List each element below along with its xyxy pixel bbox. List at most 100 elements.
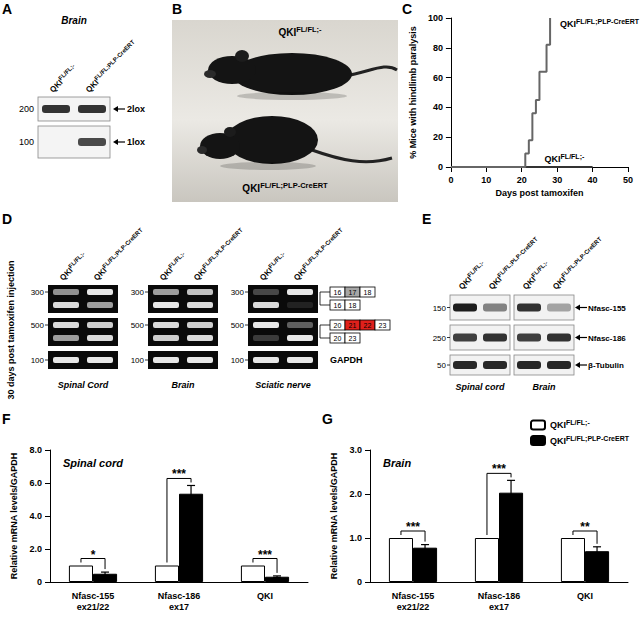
svg-text:Spinal Cord: Spinal Cord	[58, 380, 109, 390]
svg-text:22: 22	[364, 322, 372, 329]
svg-text:2lox: 2lox	[127, 104, 145, 114]
svg-text:30: 30	[552, 175, 562, 185]
svg-text:Spinal cord: Spinal cord	[455, 382, 505, 392]
svg-text:20: 20	[334, 322, 342, 329]
svg-text:B: B	[172, 1, 182, 17]
svg-text:Spinal cord: Spinal cord	[63, 457, 123, 469]
svg-text:16: 16	[334, 289, 342, 296]
svg-text:0: 0	[37, 577, 42, 587]
svg-text:ex21/22: ex21/22	[77, 602, 110, 612]
svg-text:*: *	[91, 548, 96, 562]
svg-text:QKIFL/FL;PLP-CreERT: QKIFL/FL;PLP-CreERT	[83, 39, 139, 95]
svg-text:Nfasc-155: Nfasc-155	[588, 304, 626, 313]
svg-text:GAPDH: GAPDH	[330, 355, 363, 365]
svg-text:QKIFL/FL;-: QKIFL/FL;-	[57, 251, 89, 283]
svg-text:23: 23	[349, 335, 357, 342]
svg-text:4.0: 4.0	[29, 511, 42, 521]
svg-text:Relative mRNA levels/GAPDH: Relative mRNA levels/GAPDH	[329, 453, 339, 580]
svg-text:QKIFL/FL;-: QKIFL/FL;-	[520, 260, 552, 292]
svg-text:QKIFL/FL;PLP-CreERT: QKIFL/FL;PLP-CreERT	[550, 236, 606, 292]
svg-text:A: A	[2, 1, 12, 17]
svg-text:10: 10	[481, 175, 491, 185]
svg-text:8.0: 8.0	[29, 445, 42, 455]
svg-text:50: 50	[623, 175, 633, 185]
svg-text:QKIFL/FL;-: QKIFL/FL;-	[47, 63, 79, 95]
svg-text:100: 100	[19, 137, 34, 147]
svg-text:150: 150	[433, 304, 447, 313]
svg-text:2.0: 2.0	[29, 544, 42, 554]
svg-text:0: 0	[438, 162, 443, 172]
svg-text:FL/FL;PLP-CreERT: FL/FL;PLP-CreERT	[576, 18, 640, 26]
svg-text:20: 20	[334, 335, 342, 342]
svg-text:Brain: Brain	[383, 457, 411, 469]
svg-text:6.0: 6.0	[29, 478, 42, 488]
svg-text:Nfasc-186: Nfasc-186	[478, 591, 521, 601]
svg-text:QKI: QKI	[545, 154, 561, 164]
svg-text:**: **	[580, 520, 590, 534]
svg-text:QKIFL/FL;PLP-CreERT: QKIFL/FL;PLP-CreERT	[191, 227, 247, 283]
svg-text:18: 18	[349, 302, 357, 309]
svg-text:QKIFL/FL;-: QKIFL/FL;-	[157, 251, 189, 283]
svg-text:50: 50	[437, 361, 446, 370]
svg-text:100: 100	[428, 13, 443, 23]
svg-text:QKI: QKI	[577, 591, 593, 601]
svg-text:500: 500	[231, 321, 245, 330]
svg-text:ex17: ex17	[489, 602, 509, 612]
svg-text:20: 20	[517, 175, 527, 185]
svg-text:Relative mRNA levels/GAPDH: Relative mRNA levels/GAPDH	[9, 453, 19, 580]
svg-text:***: ***	[406, 520, 420, 534]
svg-text:1lox: 1lox	[127, 137, 145, 147]
svg-text:0: 0	[357, 577, 362, 587]
svg-text:QKIFL/FL;PLP-CreERT: QKIFL/FL;PLP-CreERT	[291, 227, 347, 283]
svg-text:QKIFL/FL;PLP-CreERT: QKIFL/FL;PLP-CreERT	[91, 227, 147, 283]
svg-text:Sciatic nerve: Sciatic nerve	[255, 380, 311, 390]
svg-text:FL/FL;PLP-CreERT: FL/FL;PLP-CreERT	[566, 435, 630, 443]
svg-text:QKI: QKI	[560, 19, 576, 29]
svg-text:60: 60	[433, 73, 443, 83]
svg-text:3.0: 3.0	[349, 445, 362, 455]
svg-text:QKIFL/FL;PLP-CreERT: QKIFL/FL;PLP-CreERT	[486, 236, 542, 292]
svg-text:300: 300	[31, 288, 45, 297]
svg-text:17: 17	[349, 289, 357, 296]
svg-text:Nfasc-155: Nfasc-155	[392, 591, 435, 601]
svg-text:***: ***	[492, 462, 506, 476]
svg-text:300: 300	[131, 288, 145, 297]
svg-text:Nfasc-186: Nfasc-186	[158, 591, 201, 601]
svg-text:Brain: Brain	[532, 382, 556, 392]
svg-text:QKIFL/FL;-: QKIFL/FL;-	[456, 260, 488, 292]
svg-text:300: 300	[231, 288, 245, 297]
svg-text:Nfasc-155: Nfasc-155	[72, 591, 115, 601]
svg-text:100: 100	[231, 356, 245, 365]
svg-text:E: E	[422, 211, 431, 227]
svg-text:250: 250	[433, 334, 447, 343]
svg-text:1.0: 1.0	[349, 533, 362, 543]
svg-text:***: ***	[258, 548, 272, 562]
svg-text:QKI: QKI	[550, 420, 566, 430]
svg-text:30 days post tamoxifen injecti: 30 days post tamoxifen injection	[6, 260, 16, 399]
svg-text:80: 80	[433, 43, 443, 53]
svg-text:40: 40	[433, 102, 443, 112]
svg-text:QKIFL/FL;PLP-CreERT: QKIFL/FL;PLP-CreERT	[242, 181, 328, 194]
svg-text:0: 0	[448, 175, 453, 185]
svg-text:18: 18	[364, 289, 372, 296]
svg-text:F: F	[2, 411, 11, 427]
svg-text:% Mice with hindlimb paralysis: % Mice with hindlimb paralysis	[408, 26, 418, 159]
svg-text:100: 100	[131, 356, 145, 365]
svg-text:FL/FL;-: FL/FL;-	[561, 153, 585, 161]
svg-text:Nfasc-186: Nfasc-186	[588, 334, 626, 343]
svg-text:D: D	[2, 211, 12, 227]
svg-text:16: 16	[334, 302, 342, 309]
svg-text:FL/FL;-: FL/FL;-	[566, 419, 590, 427]
svg-text:500: 500	[31, 321, 45, 330]
svg-text:Brain: Brain	[171, 380, 195, 390]
svg-text:***: ***	[172, 467, 186, 481]
svg-text:23: 23	[379, 322, 387, 329]
svg-text:G: G	[322, 411, 333, 427]
svg-text:Days post tamoxifen: Days post tamoxifen	[495, 188, 583, 198]
svg-text:21: 21	[349, 322, 357, 329]
svg-text:QKIFL/FL;-: QKIFL/FL;-	[257, 251, 289, 283]
svg-text:2.0: 2.0	[349, 489, 362, 499]
svg-text:40: 40	[588, 175, 598, 185]
svg-text:QKI: QKI	[257, 591, 273, 601]
svg-text:100: 100	[31, 356, 45, 365]
